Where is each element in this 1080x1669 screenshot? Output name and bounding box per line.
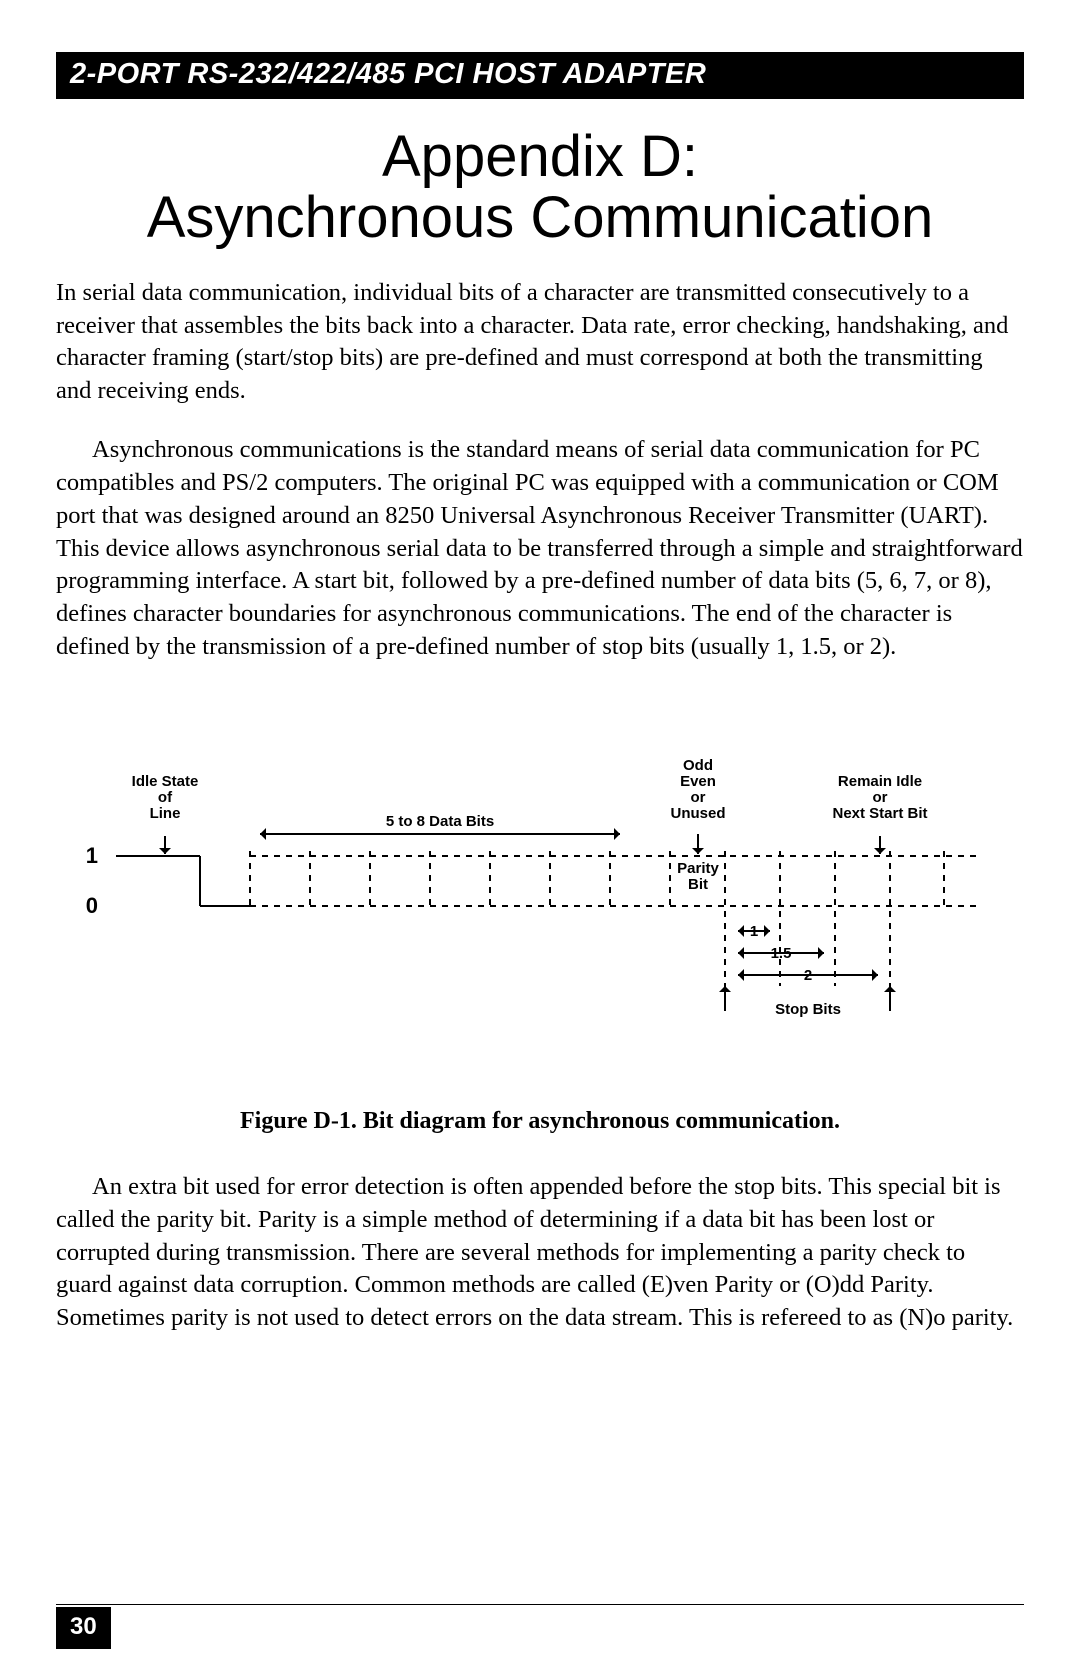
svg-text:or: or — [873, 789, 888, 806]
svg-text:1.5: 1.5 — [771, 945, 792, 962]
svg-text:Unused: Unused — [670, 805, 725, 822]
paragraph-3: An extra bit used for error detection is… — [56, 1171, 1024, 1335]
page-number: 30 — [56, 1607, 111, 1649]
header-bar-text: 2-PORT RS-232/422/485 PCI HOST ADAPTER — [70, 58, 706, 90]
svg-text:or: or — [691, 789, 706, 806]
svg-text:of: of — [158, 789, 173, 806]
svg-text:Idle State: Idle State — [132, 773, 199, 790]
page-number-value: 30 — [70, 1613, 97, 1640]
figure-caption: Figure D-1. Bit diagram for asynchronous… — [56, 1108, 1024, 1135]
svg-text:Odd: Odd — [683, 757, 713, 774]
figure-d1: 1 0 Idle StateofLine 5 to 8 Data Bits OddEve… — [56, 756, 1024, 1135]
timing-diagram-svg: 1 0 Idle StateofLine 5 to 8 Data Bits OddEve… — [60, 756, 1020, 1056]
svg-text:1: 1 — [86, 843, 98, 868]
svg-text:Parity: Parity — [677, 860, 719, 877]
svg-text:Bit: Bit — [688, 876, 708, 893]
svg-text:Even: Even — [680, 773, 716, 790]
paragraph-2: Asynchronous communications is the stand… — [56, 434, 1024, 664]
svg-text:Remain Idle: Remain Idle — [838, 773, 922, 790]
page: 2-PORT RS-232/422/485 PCI HOST ADAPTER A… — [0, 0, 1080, 1669]
footer-rule — [56, 1604, 1024, 1605]
svg-text:Stop Bits: Stop Bits — [775, 1001, 841, 1018]
svg-text:Next Start Bit: Next Start Bit — [832, 805, 927, 822]
title-line-2: Asynchronous Communication — [56, 188, 1024, 249]
appendix-title: Appendix D: Asynchronous Communication — [56, 127, 1024, 249]
title-line-1: Appendix D: — [56, 127, 1024, 188]
svg-text:2: 2 — [804, 967, 812, 984]
svg-text:1: 1 — [750, 923, 758, 940]
body-text: In serial data communication, individual… — [56, 277, 1024, 664]
paragraph-1: In serial data communication, individual… — [56, 277, 1024, 408]
svg-text:5 to 8 Data Bits: 5 to 8 Data Bits — [386, 813, 494, 830]
header-bar: 2-PORT RS-232/422/485 PCI HOST ADAPTER — [56, 52, 1024, 99]
svg-text:0: 0 — [86, 893, 98, 918]
svg-text:Line: Line — [150, 805, 181, 822]
